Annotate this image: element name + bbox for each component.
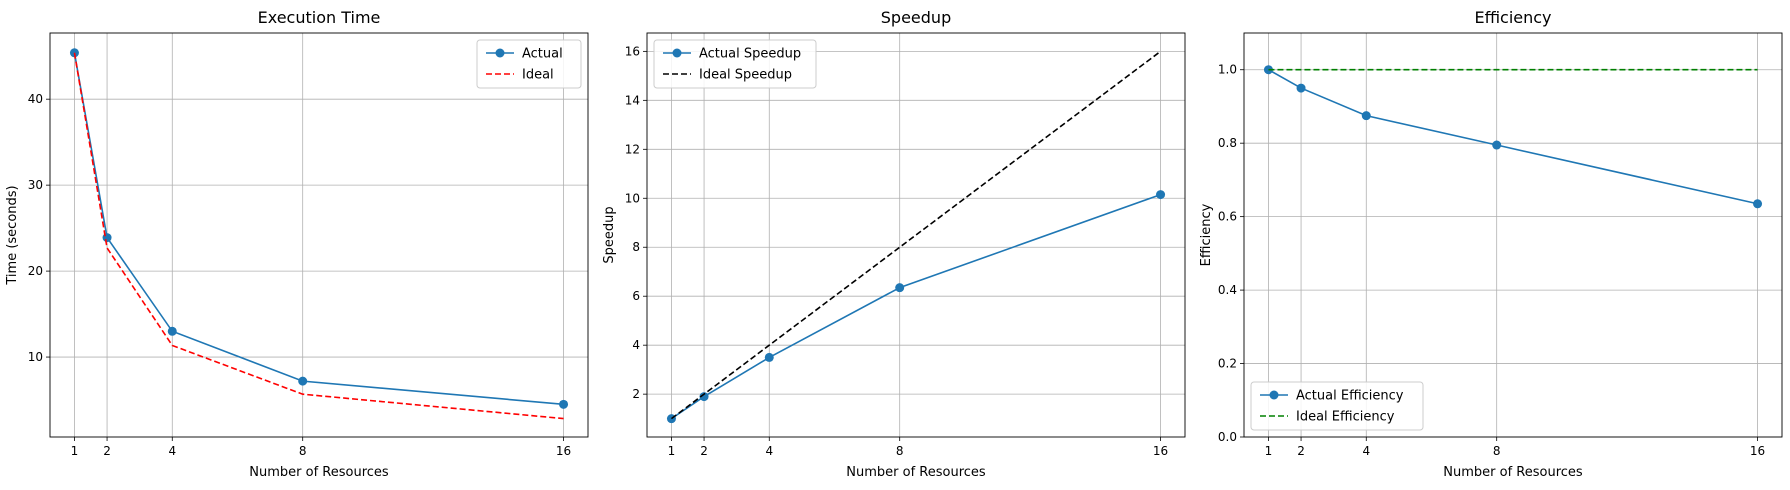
- legend: Actual Ideal: [476, 39, 582, 89]
- legend-label-0: Actual Efficiency: [1296, 389, 1404, 404]
- legend-marker-0: [1269, 390, 1279, 400]
- legend-label-0: Actual Speedup: [699, 47, 801, 62]
- y-tick-label: 1.0: [1218, 63, 1237, 77]
- series-line-0: [1268, 69, 1758, 205]
- y-tick-label: 12: [625, 142, 640, 156]
- series-line-1: [670, 50, 1162, 420]
- y-tick-label: 2: [632, 387, 640, 401]
- y-tick-label: 0.6: [1218, 210, 1237, 224]
- data-point: [102, 233, 112, 243]
- chart-panel-0: 1 2 4 8 16 10 20 30 40 Execution Time Number of Re…: [5, 8, 589, 480]
- chart-title: Speedup: [881, 8, 951, 27]
- data-point: [1492, 140, 1502, 150]
- x-tick-label: 16: [1153, 444, 1168, 458]
- y-tick-label: 30: [28, 178, 43, 192]
- y-tick-label: 6: [632, 289, 640, 303]
- x-tick-label: 8: [1493, 444, 1501, 458]
- data-point: [1296, 83, 1306, 93]
- data-point: [1156, 190, 1166, 200]
- legend-box: [653, 39, 817, 89]
- x-tick-label: 4: [765, 444, 773, 458]
- plot-frame: [646, 32, 1186, 438]
- legend-label-1: Ideal Speedup: [699, 68, 792, 83]
- legend: Actual Speedup Ideal Speedup: [653, 39, 817, 89]
- y-tick-label: 0.2: [1218, 357, 1237, 371]
- x-tick-label: 2: [103, 444, 111, 458]
- data-point: [1361, 111, 1371, 121]
- x-tick-label: 4: [168, 444, 176, 458]
- x-tick-label: 8: [896, 444, 904, 458]
- y-tick-label: 0.0: [1218, 430, 1237, 444]
- data-point: [764, 352, 774, 362]
- data-point: [298, 376, 308, 386]
- x-tick-label: 8: [299, 444, 307, 458]
- y-tick-label: 0.8: [1218, 136, 1237, 150]
- y-axis-label: Efficiency: [1199, 203, 1214, 266]
- legend-marker-0: [495, 48, 505, 58]
- y-tick-label: 16: [625, 44, 640, 58]
- x-axis-label: Number of Resources: [846, 465, 986, 480]
- data-point: [699, 392, 709, 402]
- x-axis-label: Number of Resources: [249, 465, 389, 480]
- data-point: [559, 399, 569, 409]
- legend-label-0: Actual: [522, 47, 563, 62]
- y-tick-label: 8: [632, 240, 640, 254]
- series-line-1: [73, 52, 564, 420]
- x-tick-label: 4: [1362, 444, 1370, 458]
- legend-marker-0: [672, 48, 682, 58]
- data-point: [1753, 199, 1763, 209]
- x-tick-label: 2: [1297, 444, 1305, 458]
- series-line-0: [73, 52, 564, 406]
- y-axis-label: Time (seconds): [5, 185, 20, 285]
- x-tick-label: 1: [71, 444, 79, 458]
- y-axis-label: Speedup: [602, 206, 617, 263]
- chart-title: Efficiency: [1474, 8, 1551, 27]
- y-tick-label: 14: [625, 93, 640, 107]
- legend-label-1: Ideal Efficiency: [1296, 410, 1395, 425]
- y-tick-label: 40: [28, 92, 43, 106]
- legend: Actual Efficiency Ideal Efficiency: [1250, 381, 1424, 431]
- x-tick-label: 1: [668, 444, 676, 458]
- plot-frame: [1243, 32, 1783, 438]
- plot-frame: [49, 32, 589, 438]
- y-tick-label: 4: [632, 338, 640, 352]
- data-point: [895, 283, 905, 293]
- x-tick-label: 1: [1265, 444, 1273, 458]
- legend-box: [1250, 381, 1424, 431]
- legend-label-1: Ideal: [522, 68, 554, 83]
- x-axis-label: Number of Resources: [1443, 465, 1583, 480]
- y-tick-label: 20: [28, 264, 43, 278]
- x-tick-label: 16: [556, 444, 571, 458]
- chart-title: Execution Time: [258, 8, 381, 27]
- y-tick-label: 10: [28, 350, 43, 364]
- y-tick-label: 10: [625, 191, 640, 205]
- y-tick-label: 0.4: [1218, 283, 1237, 297]
- data-point: [167, 326, 177, 336]
- chart-panel-2: 1 2 4 8 16 0.0 0.2 0.4 0.6 0.8 1.0 Efficiency Number…: [1199, 8, 1783, 480]
- series-line-0: [671, 193, 1161, 420]
- x-tick-label: 2: [700, 444, 708, 458]
- x-tick-label: 16: [1750, 444, 1765, 458]
